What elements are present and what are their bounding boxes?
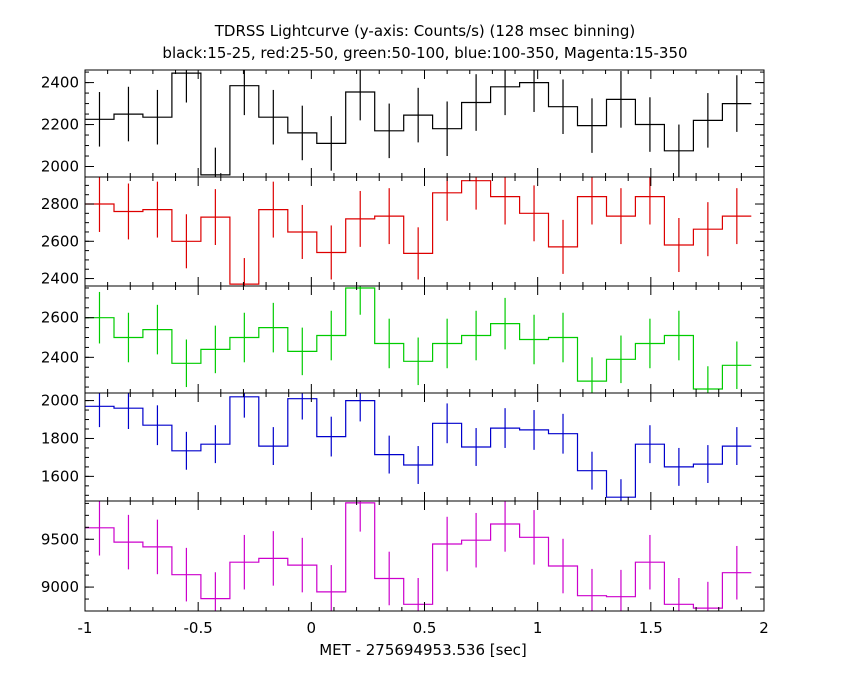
x-tick-label: -1 xyxy=(78,619,93,637)
panel-5: 9500 9000 xyxy=(41,500,765,612)
y-tick-label: 2400 xyxy=(41,348,79,366)
y-tick-label: 2400 xyxy=(41,270,79,288)
y-tick-label: 1600 xyxy=(41,467,79,485)
y-tick-label: 1800 xyxy=(41,429,79,447)
panel-2: 2800 2600 2400 xyxy=(41,176,765,288)
x-tick-label: 2 xyxy=(759,619,769,637)
x-tick-label: 1 xyxy=(533,619,543,637)
chart-title: TDRSS Lightcurve (y-axis: Counts/s) (128… xyxy=(214,22,636,40)
x-tick-label: 0 xyxy=(307,619,317,637)
x-axis: -1 -0.5 0 0.5 1 1.5 2 xyxy=(78,619,769,637)
x-tick-label: -0.5 xyxy=(184,619,213,637)
y-tick-label: 2600 xyxy=(41,309,79,327)
panel-3: 2600 2400 xyxy=(41,285,765,394)
y-tick-label: 2200 xyxy=(41,116,79,134)
y-tick-label: 9000 xyxy=(41,578,79,596)
x-tick-label: 0.5 xyxy=(413,619,437,637)
x-tick-label: 1.5 xyxy=(639,619,663,637)
y-tick-label: 2400 xyxy=(41,74,79,92)
panel-1: 2400 2200 2000 xyxy=(41,69,765,178)
x-axis-label: MET - 275694953.536 [sec] xyxy=(319,641,527,659)
lightcurve-panels: 2400 2200 2000 2800 2600 2400 2600 2400 2000 1800… xyxy=(41,69,765,612)
y-tick-label: 2600 xyxy=(41,232,79,250)
y-tick-label: 2800 xyxy=(41,195,79,213)
chart-subtitle: black:15-25, red:25-50, green:50-100, bl… xyxy=(162,44,688,62)
y-tick-label: 9500 xyxy=(41,530,79,548)
y-tick-label: 2000 xyxy=(41,158,79,176)
y-tick-label: 2000 xyxy=(41,392,79,410)
panel-4: 2000 1800 1600 xyxy=(41,392,765,502)
